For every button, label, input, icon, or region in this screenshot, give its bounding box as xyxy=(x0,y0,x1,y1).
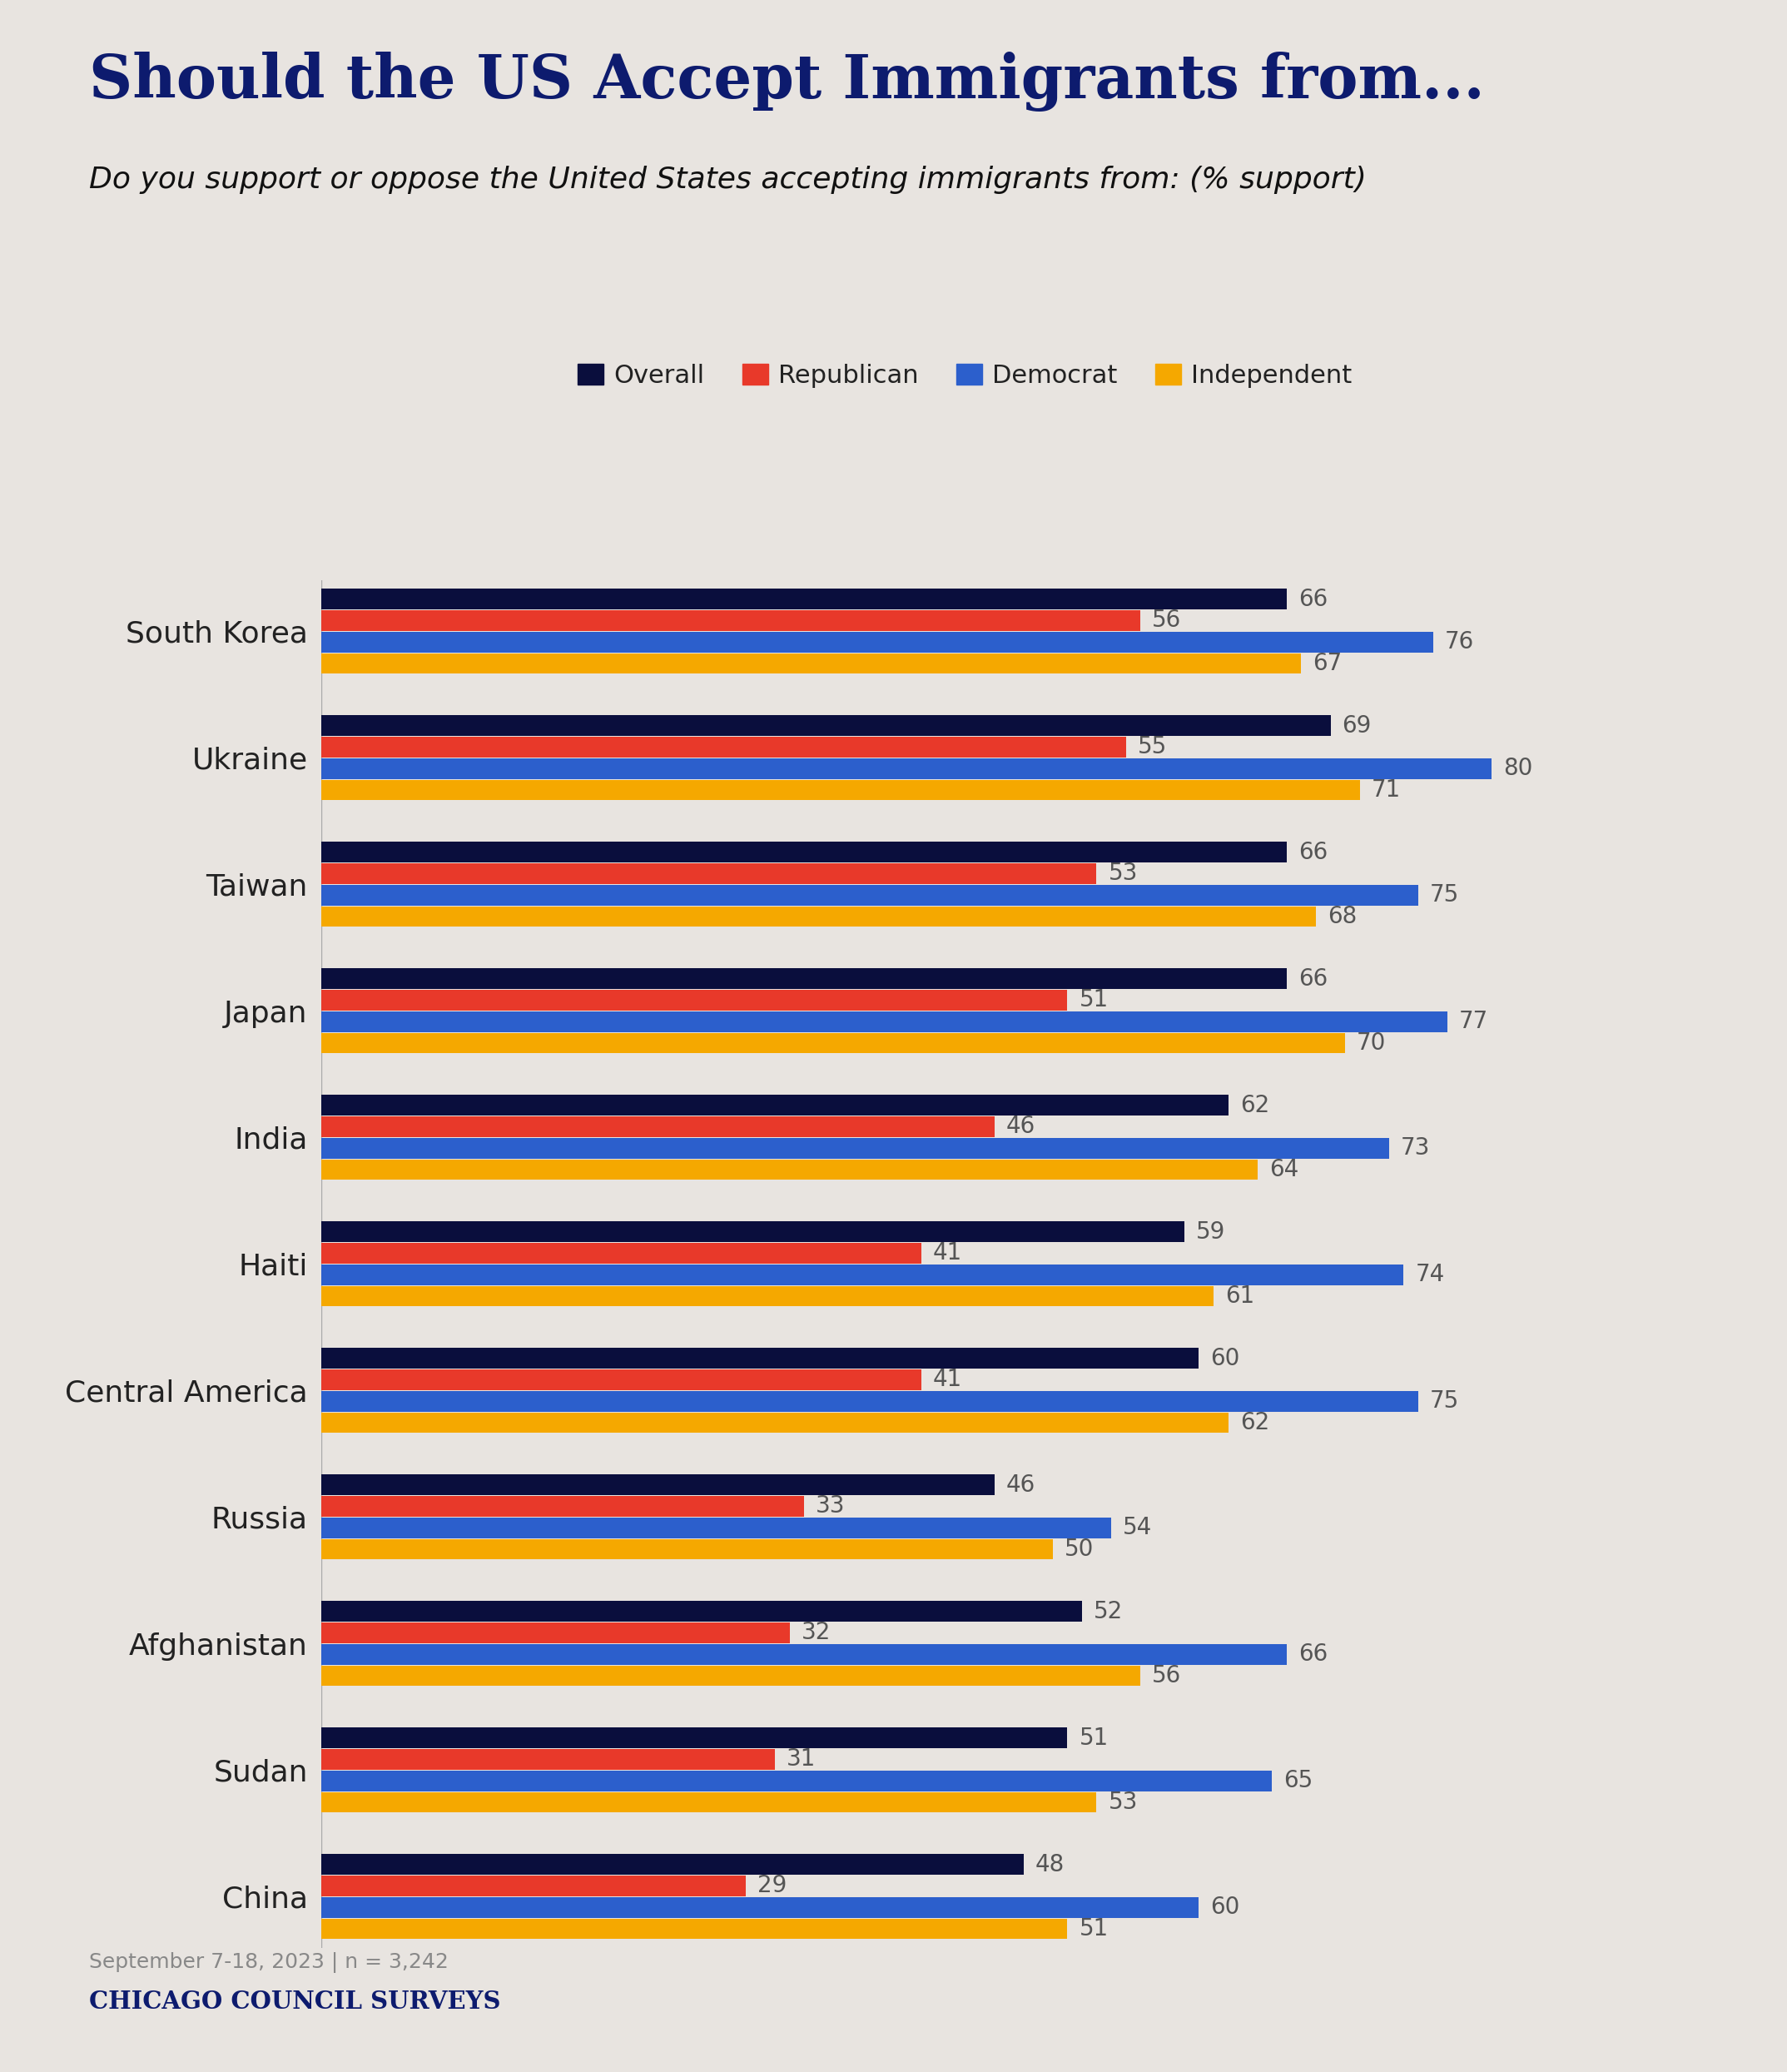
Text: 73: 73 xyxy=(1401,1135,1430,1160)
Bar xyxy=(322,1875,745,1896)
Text: 65: 65 xyxy=(1283,1769,1313,1792)
Text: 50: 50 xyxy=(1065,1537,1094,1560)
Bar xyxy=(322,1769,1272,1790)
Bar xyxy=(322,1517,1112,1537)
Text: 75: 75 xyxy=(1430,1390,1460,1413)
Bar xyxy=(322,1117,994,1138)
Bar xyxy=(322,1370,920,1390)
Text: 56: 56 xyxy=(1153,609,1181,632)
Bar xyxy=(322,779,1360,800)
Bar xyxy=(322,758,1492,779)
Bar xyxy=(322,1919,1067,1939)
Text: 67: 67 xyxy=(1313,653,1342,675)
Text: 64: 64 xyxy=(1269,1158,1299,1181)
Bar xyxy=(322,885,1419,905)
Text: 31: 31 xyxy=(786,1747,817,1772)
Text: 41: 41 xyxy=(933,1368,961,1392)
Bar xyxy=(322,653,1301,673)
Text: Do you support or oppose the United States accepting immigrants from: (% support: Do you support or oppose the United Stat… xyxy=(89,166,1367,195)
Text: 48: 48 xyxy=(1035,1852,1065,1875)
Bar xyxy=(322,632,1433,653)
Bar xyxy=(322,1094,1228,1115)
Bar xyxy=(322,1602,1081,1622)
Bar xyxy=(322,1158,1258,1179)
Text: 53: 53 xyxy=(1108,862,1138,885)
Text: 33: 33 xyxy=(817,1494,845,1519)
Bar xyxy=(322,1622,790,1643)
Bar xyxy=(322,1264,1403,1285)
Text: 60: 60 xyxy=(1210,1896,1240,1919)
Text: 66: 66 xyxy=(1299,1643,1328,1666)
Bar xyxy=(322,1749,776,1769)
Text: 60: 60 xyxy=(1210,1347,1240,1370)
Bar xyxy=(322,1792,1097,1813)
Text: 51: 51 xyxy=(1079,1917,1108,1941)
Text: 80: 80 xyxy=(1503,756,1533,781)
Bar xyxy=(322,738,1126,758)
Bar xyxy=(322,1220,1185,1241)
Text: 69: 69 xyxy=(1342,715,1372,738)
Bar xyxy=(322,1390,1419,1411)
Bar xyxy=(322,1475,994,1496)
Bar xyxy=(322,1666,1140,1687)
Text: 68: 68 xyxy=(1328,905,1356,928)
Text: 66: 66 xyxy=(1299,968,1328,990)
Bar xyxy=(322,1138,1388,1158)
Bar xyxy=(322,715,1331,736)
Text: 52: 52 xyxy=(1094,1600,1122,1622)
Text: 41: 41 xyxy=(933,1241,961,1264)
Bar xyxy=(322,1349,1199,1370)
Bar xyxy=(322,968,1287,988)
Text: 66: 66 xyxy=(1299,586,1328,611)
Bar xyxy=(322,588,1287,609)
Bar xyxy=(322,1243,920,1264)
Text: 51: 51 xyxy=(1079,1726,1108,1749)
Text: 53: 53 xyxy=(1108,1790,1138,1813)
Bar xyxy=(322,841,1287,862)
Text: 54: 54 xyxy=(1122,1517,1153,1539)
Text: 74: 74 xyxy=(1415,1264,1444,1287)
Bar xyxy=(322,864,1097,885)
Text: 59: 59 xyxy=(1196,1220,1226,1243)
Bar xyxy=(322,1011,1447,1032)
Bar xyxy=(322,990,1067,1011)
Bar xyxy=(322,1728,1067,1749)
Text: 77: 77 xyxy=(1460,1009,1489,1034)
Bar xyxy=(322,1898,1199,1919)
Bar xyxy=(322,1539,1053,1560)
Bar xyxy=(322,1032,1346,1053)
Bar xyxy=(322,1643,1287,1664)
Text: 71: 71 xyxy=(1371,779,1401,802)
Bar xyxy=(322,1496,804,1517)
Text: 29: 29 xyxy=(758,1875,786,1898)
Text: 62: 62 xyxy=(1240,1411,1269,1434)
Text: 75: 75 xyxy=(1430,883,1460,908)
Text: 46: 46 xyxy=(1006,1473,1035,1496)
Text: 61: 61 xyxy=(1226,1285,1254,1307)
Text: 32: 32 xyxy=(801,1620,831,1645)
Text: 76: 76 xyxy=(1444,630,1474,653)
Legend: Overall, Republican, Democrat, Independent: Overall, Republican, Democrat, Independe… xyxy=(568,354,1362,398)
Text: 56: 56 xyxy=(1153,1664,1181,1687)
Text: CHICAGO COUNCIL SURVEYS: CHICAGO COUNCIL SURVEYS xyxy=(89,1989,500,2014)
Bar xyxy=(322,1854,1024,1875)
Bar xyxy=(322,1287,1213,1307)
Bar xyxy=(322,609,1140,630)
Text: 55: 55 xyxy=(1138,736,1167,758)
Text: 46: 46 xyxy=(1006,1115,1035,1138)
Text: 62: 62 xyxy=(1240,1094,1269,1117)
Text: 70: 70 xyxy=(1356,1032,1387,1055)
Bar xyxy=(322,905,1315,926)
Text: September 7-18, 2023 | n = 3,242: September 7-18, 2023 | n = 3,242 xyxy=(89,1952,449,1973)
Bar xyxy=(322,1413,1228,1434)
Text: 66: 66 xyxy=(1299,841,1328,864)
Text: 51: 51 xyxy=(1079,988,1108,1011)
Text: Should the US Accept Immigrants from...: Should the US Accept Immigrants from... xyxy=(89,52,1485,112)
